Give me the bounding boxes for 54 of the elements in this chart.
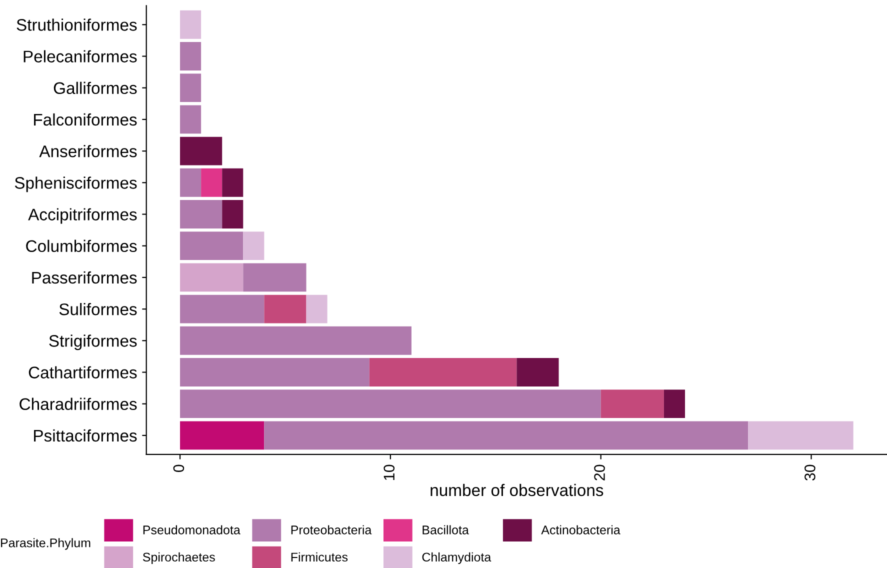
y-tick-label: Strigiformes xyxy=(49,334,137,350)
bar xyxy=(180,326,412,355)
legend-label: Proteobacteria xyxy=(291,525,372,534)
bar xyxy=(264,294,306,324)
legend-label: Actinobacteria xyxy=(541,525,620,534)
x-tick-label: 10 xyxy=(384,464,395,480)
bar xyxy=(180,294,264,324)
bar xyxy=(516,358,559,386)
y-tick-label: Sphenisciformes xyxy=(14,176,137,192)
bar xyxy=(180,200,222,228)
bar xyxy=(180,10,202,39)
legend-label: Chlamydiota xyxy=(422,552,492,564)
bar xyxy=(180,42,202,70)
bar xyxy=(243,263,306,292)
bar xyxy=(222,168,244,197)
y-tick-label: Struthioniformes xyxy=(16,18,137,31)
bar xyxy=(180,105,202,134)
bar xyxy=(600,390,664,418)
y-tick-label: Psittaciformes xyxy=(34,429,137,442)
y-tick-label: Charadriiformes xyxy=(20,398,137,410)
bar xyxy=(180,421,264,450)
bar xyxy=(748,421,854,450)
y-tick-label: Passeriformes xyxy=(32,271,137,284)
bar xyxy=(180,263,244,292)
legend-title: Parasite.Phylum xyxy=(1,538,90,550)
bar xyxy=(180,136,222,166)
y-tick-label: Galliformes xyxy=(54,82,137,94)
y-tick-label: Anseriformes xyxy=(39,145,137,158)
legend-label: Pseudomonadota xyxy=(143,525,240,534)
bar xyxy=(201,168,222,197)
y-tick-label: Accipitriformes xyxy=(28,208,137,224)
legend-label: Spirochaetes xyxy=(142,552,215,564)
bar xyxy=(180,390,601,418)
y-tick-label: Pelecaniformes xyxy=(24,50,137,62)
bar xyxy=(664,390,686,418)
bar xyxy=(180,74,202,102)
x-tick-label: 30 xyxy=(804,464,816,481)
x-axis-title: number of observations xyxy=(430,484,604,496)
x-tick-label: 20 xyxy=(594,464,605,480)
y-tick-label: Falconiformes xyxy=(34,113,137,126)
x-tick-label: 0 xyxy=(173,464,184,472)
y-tick-label: Columbiformes xyxy=(26,240,137,252)
bar xyxy=(180,168,202,197)
legend-label: Firmicutes xyxy=(291,552,348,562)
bar xyxy=(180,232,244,260)
bar xyxy=(180,358,370,386)
legend-label: Bacillota xyxy=(422,525,469,534)
bar xyxy=(243,232,264,260)
y-tick-label: Suliformes xyxy=(59,303,137,316)
bar xyxy=(264,421,748,450)
y-tick-label: Cathartiformes xyxy=(28,366,137,378)
bar xyxy=(369,358,517,386)
bar xyxy=(306,294,328,324)
bar xyxy=(222,200,244,228)
